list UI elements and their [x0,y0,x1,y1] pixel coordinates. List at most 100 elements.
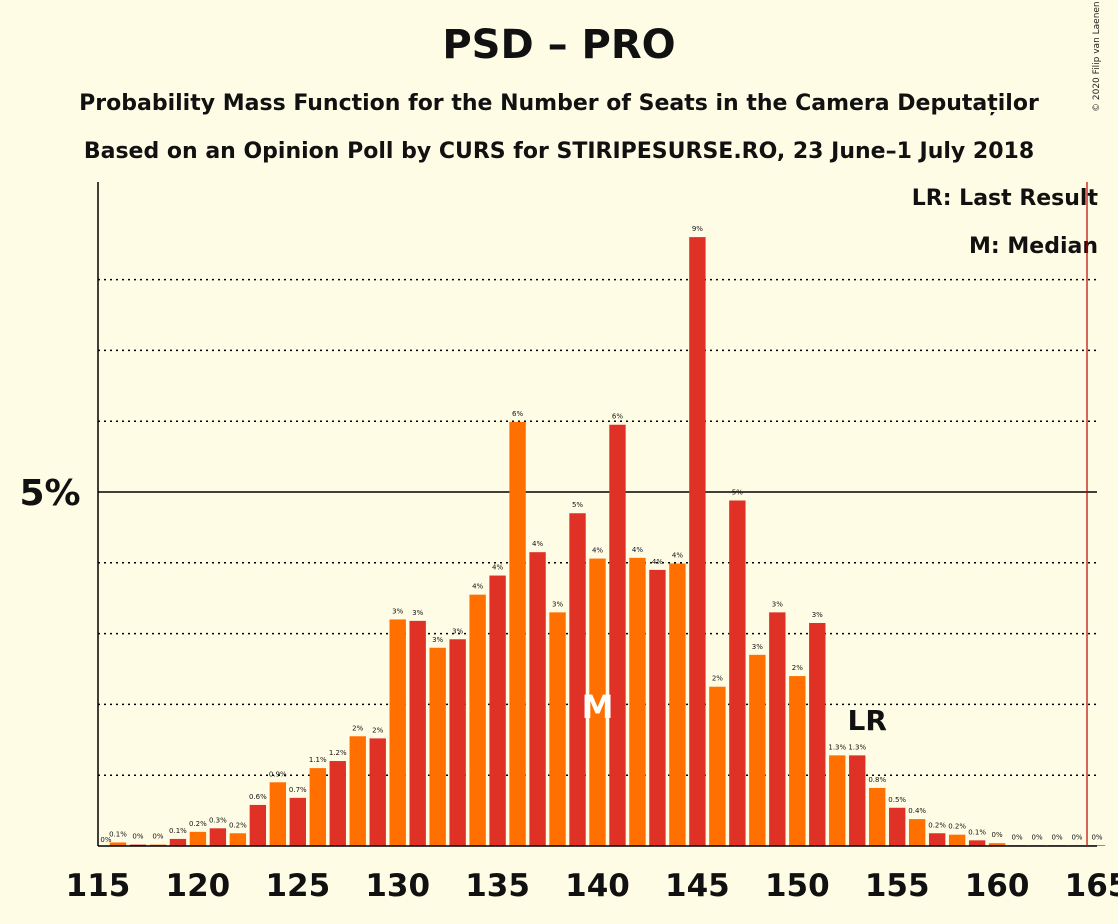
data-label: 4% [632,546,643,554]
data-label: 5% [732,488,743,496]
data-label: 0.4% [908,807,926,815]
bar [749,654,766,846]
x-tick-label: 155 [865,868,930,904]
bar [569,513,586,846]
x-tick-label: 125 [265,868,330,904]
chart-source: Based on an Opinion Poll by CURS for STI… [83,139,1035,164]
data-label: 9% [692,225,703,233]
bar [309,768,326,846]
data-label: 0% [1032,833,1043,841]
x-tick-label: 130 [365,868,430,904]
data-label: 0% [100,836,111,844]
bar [649,569,666,846]
bar [729,500,746,846]
data-label: 1.1% [309,756,327,764]
data-label: 0.3% [209,816,227,824]
data-label: 0% [992,831,1003,839]
y-tick-label: 5% [19,473,80,514]
data-label: 0% [1091,833,1102,841]
bar [209,828,227,846]
bar [968,840,986,846]
bar [109,842,127,846]
data-label: 4% [652,558,663,566]
bar [789,676,806,846]
data-label: 0.2% [928,821,946,829]
data-label: 6% [512,410,523,418]
data-label: 3% [552,600,563,608]
legend-last-result: LR: Last Result [911,186,1098,211]
data-label: 3% [772,600,783,608]
data-label: 0.2% [189,820,207,828]
bar [289,797,306,846]
data-label: 4% [472,583,483,591]
bar [369,738,386,846]
bar [329,761,346,846]
bar [809,622,826,846]
data-label: 0.6% [249,793,267,801]
data-label: 1.2% [329,749,347,757]
data-label: 0.9% [269,770,287,778]
data-label: 3% [752,643,763,651]
bar [469,594,486,846]
bar [509,421,526,846]
data-label: 3% [812,611,823,619]
data-label: 2% [352,724,363,732]
bar [609,424,626,846]
data-label: 0.5% [888,796,906,804]
bar [249,804,267,846]
x-tick-label: 140 [565,868,630,904]
x-tick-label: 135 [465,868,530,904]
bar [769,612,786,846]
data-label: 0.1% [169,827,187,835]
data-label: 3% [412,609,423,617]
bar [948,834,966,846]
data-label: 3% [452,627,463,635]
data-label: 0% [1071,833,1082,841]
x-tick-label: 115 [66,868,131,904]
bar [889,807,906,846]
bar [489,575,506,846]
x-tick-label: 120 [166,868,231,904]
data-label: 2% [792,664,803,672]
bar [529,552,546,846]
legend-median: M: Median [969,234,1098,259]
bar [549,612,566,846]
bar [829,755,846,846]
bar [269,782,287,846]
data-label: 0.1% [109,830,127,838]
x-tick-label: 165 [1065,868,1118,904]
data-label: 0% [1012,833,1023,841]
data-label: 0.1% [968,828,986,836]
bar [928,833,946,846]
chart-title: PSD – PRO [442,22,676,68]
bar [869,787,886,846]
data-label: 4% [672,552,683,560]
last-result-marker: LR [848,704,887,737]
bar [988,843,1006,846]
bar [189,831,207,846]
data-label: 0% [132,833,143,841]
bar [669,563,686,846]
data-label: 2% [372,726,383,734]
x-tick-label: 160 [965,868,1030,904]
data-label: 2% [712,675,723,683]
data-label: 1.3% [848,743,866,751]
data-label: 3% [432,636,443,644]
data-label: 4% [532,540,543,548]
bar [689,237,706,846]
data-label: 6% [612,413,623,421]
bar [849,755,866,846]
data-label: 1.3% [828,743,846,751]
data-label: 0% [152,833,163,841]
data-label: 0.7% [289,786,307,794]
bar [709,686,726,846]
bar [908,819,926,846]
median-marker: M [582,688,614,726]
bar [229,833,247,846]
data-label: 0% [1051,833,1062,841]
data-label: 3% [392,607,403,615]
data-label: 4% [592,547,603,555]
data-label: 4% [492,564,503,572]
bar [429,647,446,846]
